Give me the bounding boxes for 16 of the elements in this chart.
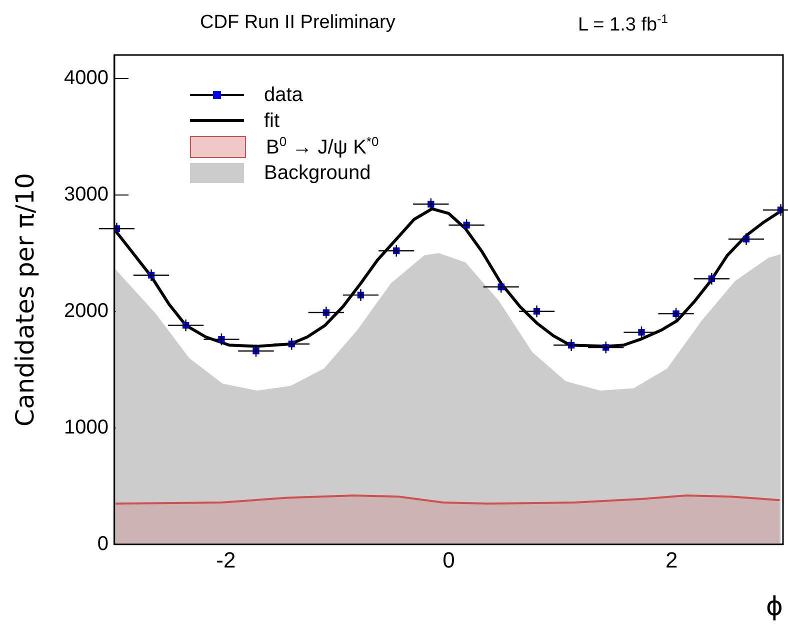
y-tick-label: 3000 <box>64 183 108 206</box>
y-tick-label: 4000 <box>64 66 108 89</box>
y-tick-label: 0 <box>97 532 108 555</box>
y-axis-title: Candidates per π/10 <box>10 172 40 426</box>
y-tick-label: 2000 <box>64 300 108 322</box>
text: L = 1.3 fb$^{-1}$ <box>578 12 668 36</box>
x-tick-label: 2 <box>665 548 678 573</box>
legend-label: fit <box>264 110 280 132</box>
legend-label: Background <box>264 162 371 184</box>
x-tick-label: -2 <box>216 548 236 573</box>
x-axis-title: ϕ <box>766 592 783 622</box>
legend-label: B$^{0}$ → J/ψ K$^{*0}$ <box>266 134 379 160</box>
y-tick-label: 1000 <box>64 416 108 438</box>
x-tick-label: 0 <box>442 548 455 573</box>
chart-title: CDF Run II Preliminary <box>200 12 396 34</box>
legend-label: data <box>264 84 303 106</box>
